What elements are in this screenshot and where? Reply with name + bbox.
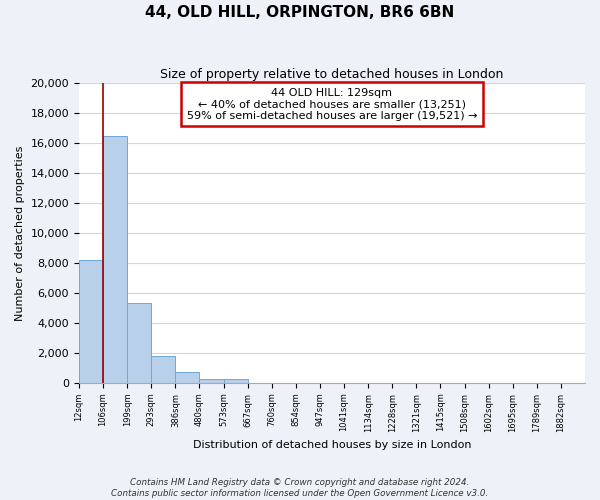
Bar bbox=[103, 136, 127, 383]
Bar bbox=[151, 356, 175, 383]
Text: Contains HM Land Registry data © Crown copyright and database right 2024.
Contai: Contains HM Land Registry data © Crown c… bbox=[112, 478, 488, 498]
Bar bbox=[199, 378, 224, 383]
X-axis label: Distribution of detached houses by size in London: Distribution of detached houses by size … bbox=[193, 440, 471, 450]
Y-axis label: Number of detached properties: Number of detached properties bbox=[15, 145, 25, 320]
Text: 44, OLD HILL, ORPINGTON, BR6 6BN: 44, OLD HILL, ORPINGTON, BR6 6BN bbox=[145, 5, 455, 20]
Bar bbox=[79, 260, 103, 383]
Text: 44 OLD HILL: 129sqm
← 40% of detached houses are smaller (13,251)
59% of semi-de: 44 OLD HILL: 129sqm ← 40% of detached ho… bbox=[187, 88, 477, 121]
Title: Size of property relative to detached houses in London: Size of property relative to detached ho… bbox=[160, 68, 503, 80]
Bar bbox=[224, 378, 248, 383]
Bar bbox=[127, 304, 151, 383]
Bar bbox=[175, 372, 199, 383]
